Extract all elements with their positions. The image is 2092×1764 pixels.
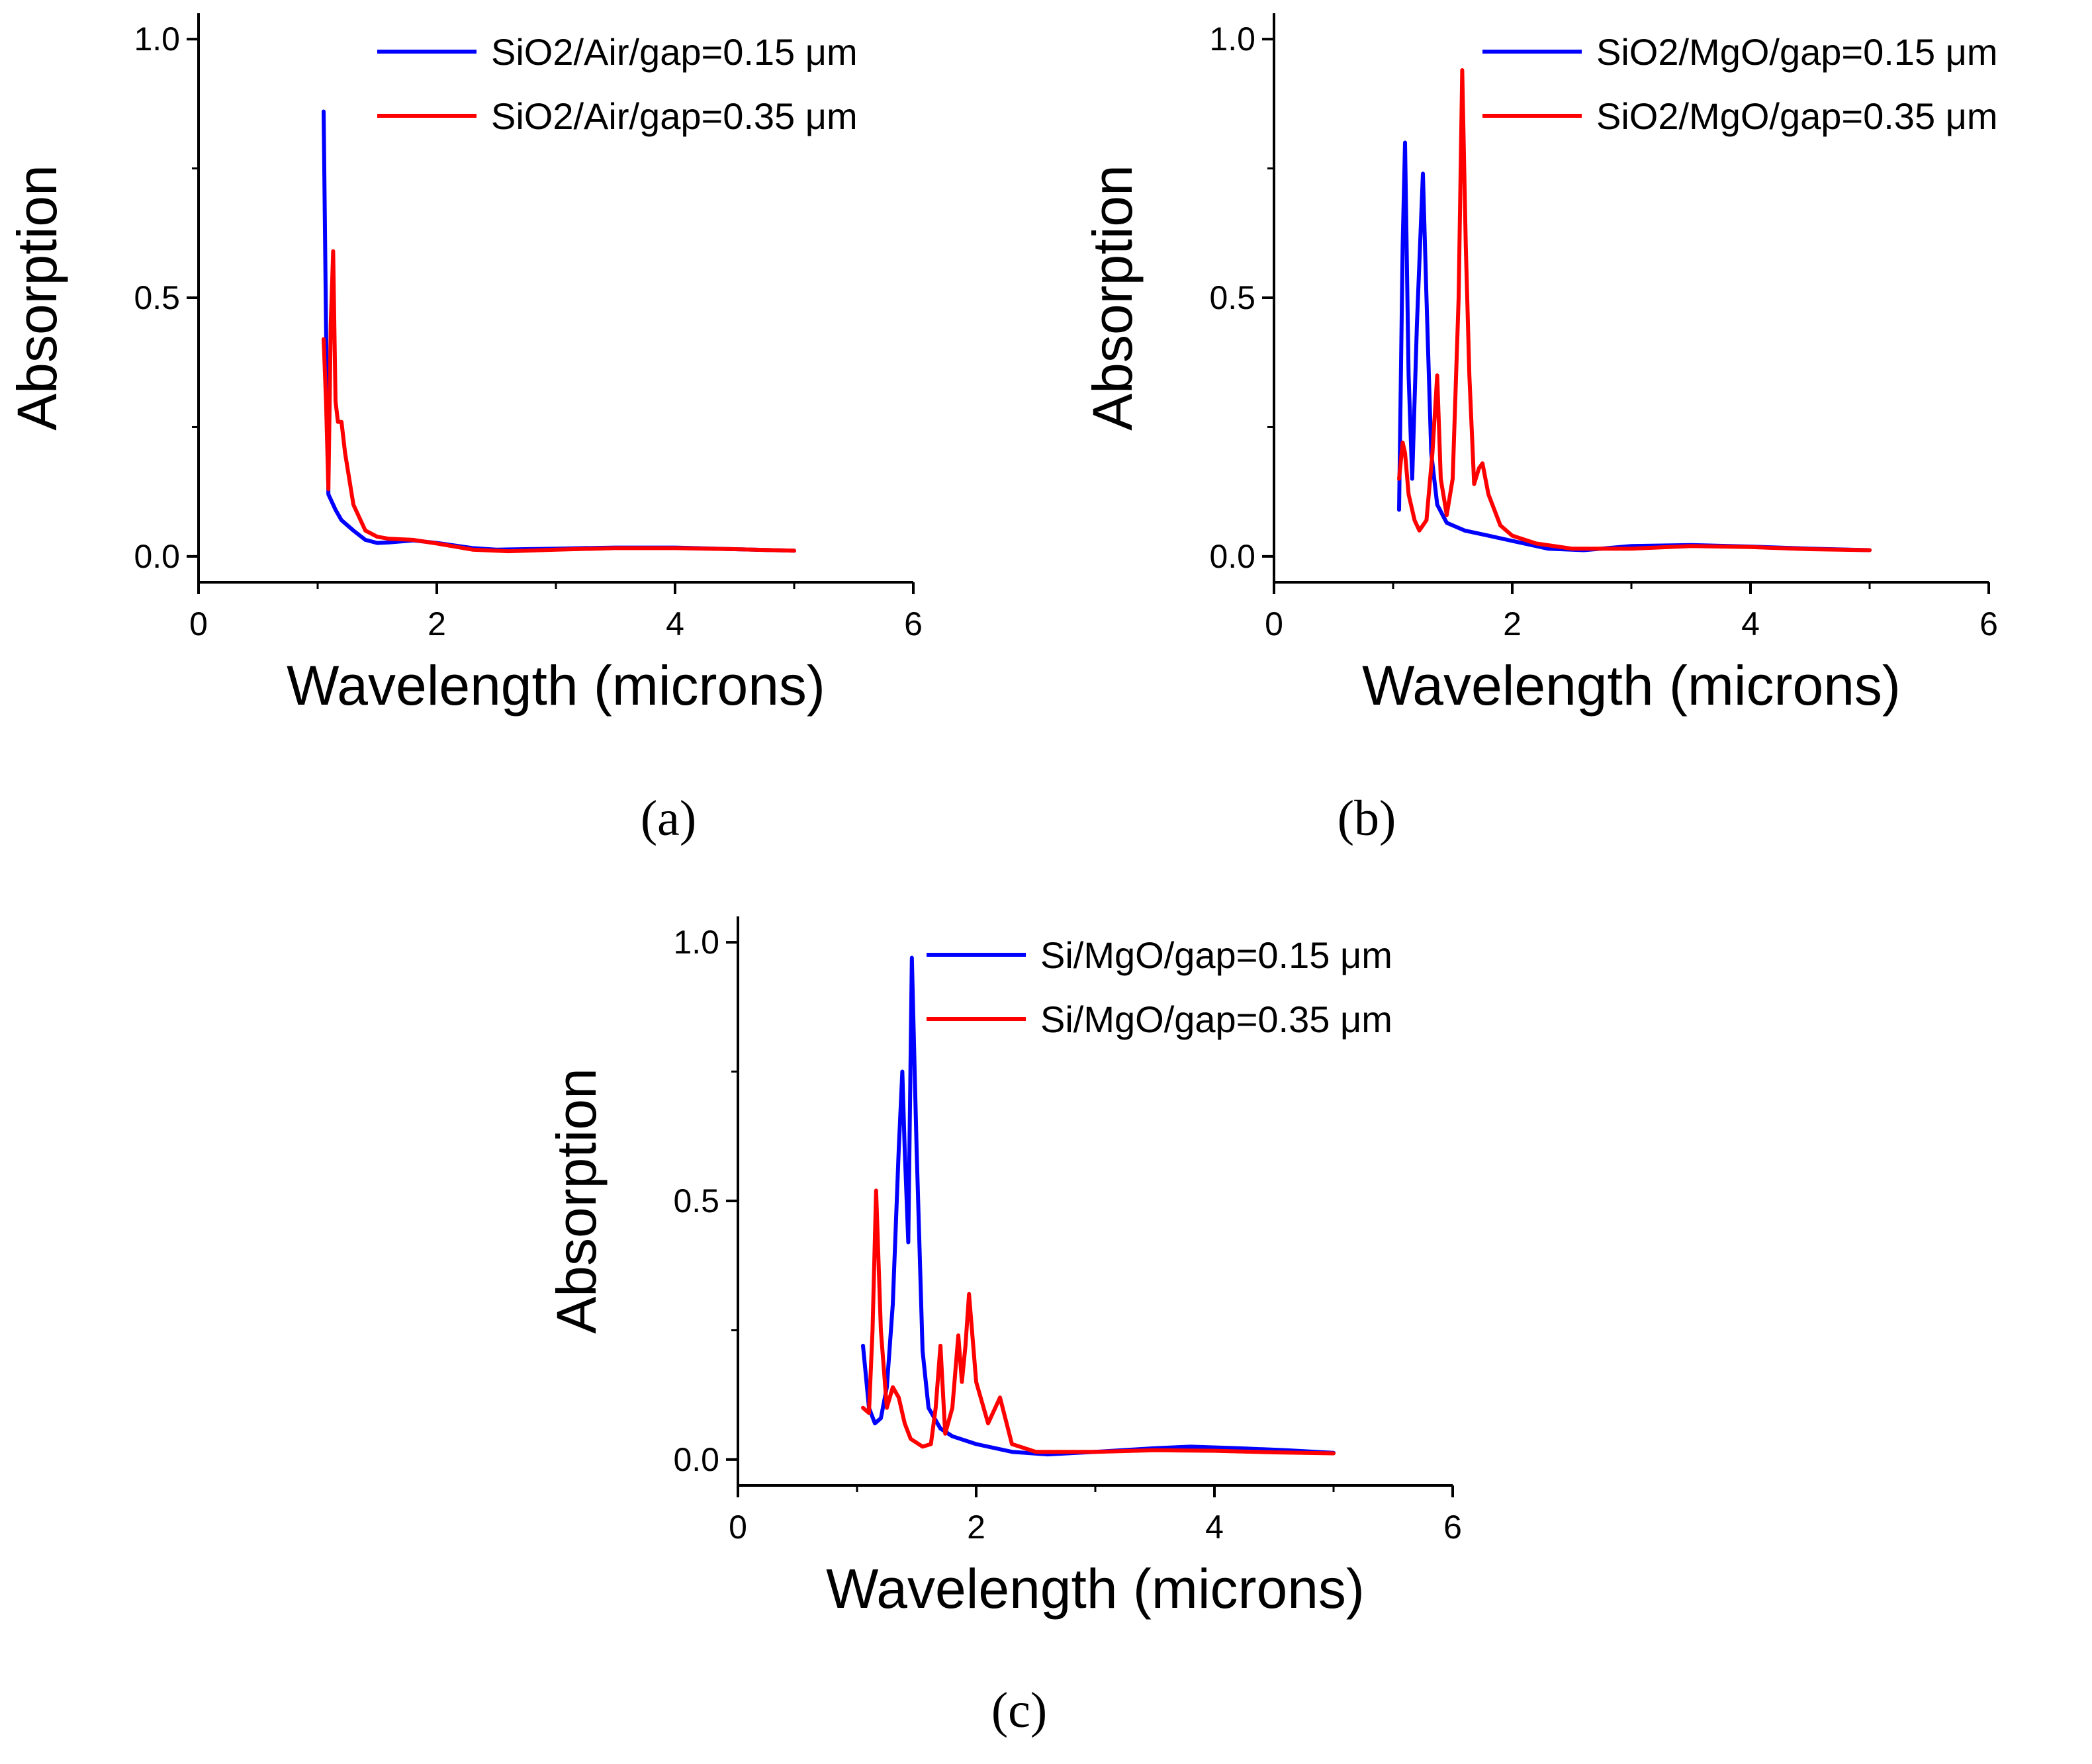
panel-c: 0 2 4 6 0.0 0.5 1.0 Wavelength (microns) Absorpt… (545, 916, 1462, 1738)
x-axis-title: Wavelength (microns) (287, 654, 825, 717)
x-tick-label: 6 (1979, 605, 1998, 642)
x-tick-label: 6 (1443, 1509, 1462, 1546)
y-tick-label: 0.5 (134, 279, 180, 316)
legend-label: SiO2/Air/gap=0.15 μm (491, 31, 858, 73)
series-line-2 (322, 249, 796, 554)
x-tick-label: 0 (189, 605, 208, 642)
legend-label: Si/MgO/gap=0.35 μm (1040, 998, 1392, 1040)
y-tick-label: 0.5 (673, 1182, 719, 1219)
x-tick-label: 2 (1503, 605, 1522, 642)
series-line-2 (861, 1188, 1336, 1456)
legend-label: Si/MgO/gap=0.15 μm (1040, 934, 1392, 976)
y-tick-label: 0.0 (1209, 538, 1255, 575)
x-tick-label: 6 (904, 605, 923, 642)
x-tick-label: 4 (1205, 1509, 1224, 1546)
series-line-1 (322, 109, 796, 553)
y-tick-label: 1.0 (673, 924, 719, 961)
y-axis-title: Absorption (6, 165, 68, 431)
x-axis-title: Wavelength (microns) (826, 1558, 1365, 1620)
x-tick-label: 4 (666, 605, 684, 642)
y-tick-label: 0.0 (134, 538, 180, 575)
legend-label: SiO2/MgO/gap=0.15 μm (1596, 31, 1998, 73)
y-axis-title: Absorption (545, 1068, 608, 1334)
y-tick-label: 0.5 (1209, 279, 1255, 316)
x-tick-label: 0 (1265, 605, 1283, 642)
panel-caption: (c) (991, 1683, 1047, 1738)
x-tick-label: 4 (1741, 605, 1760, 642)
panel-caption: (b) (1338, 791, 1396, 846)
series-line-2 (1397, 68, 1872, 552)
panel-b: 0 2 4 6 0.0 0.5 1.0 Wavelength (microns) Absorpt… (1081, 13, 1998, 846)
y-axis-title: Absorption (1081, 165, 1144, 431)
y-tick-label: 1.0 (1209, 21, 1255, 58)
x-axis-title: Wavelength (microns) (1362, 654, 1901, 717)
x-tick-label: 2 (967, 1509, 985, 1546)
x-tick-label: 0 (729, 1509, 747, 1546)
panel-a: 0 2 4 6 0.0 0.5 1.0 Wavelength (microns) Absorpt… (6, 13, 923, 846)
panel-caption: (a) (641, 791, 696, 846)
y-tick-label: 1.0 (134, 21, 180, 58)
legend-label: SiO2/MgO/gap=0.35 μm (1596, 95, 1998, 137)
legend-label: SiO2/Air/gap=0.35 μm (491, 95, 858, 137)
x-tick-label: 2 (428, 605, 446, 642)
y-tick-label: 0.0 (673, 1441, 719, 1478)
